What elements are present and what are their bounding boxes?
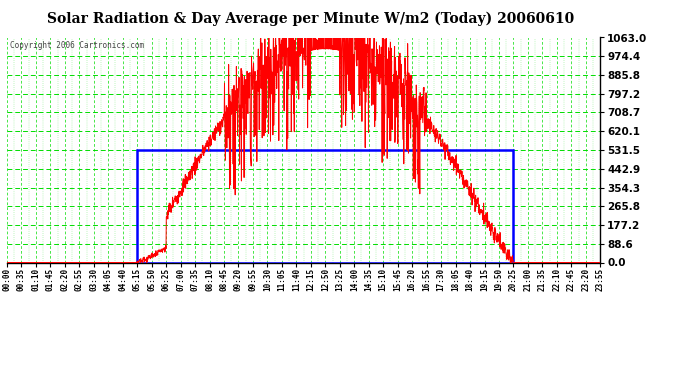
Text: Solar Radiation & Day Average per Minute W/m2 (Today) 20060610: Solar Radiation & Day Average per Minute… xyxy=(47,11,574,26)
Bar xyxy=(137,150,513,262)
Text: Copyright 2006 Cartronics.com: Copyright 2006 Cartronics.com xyxy=(10,41,144,50)
